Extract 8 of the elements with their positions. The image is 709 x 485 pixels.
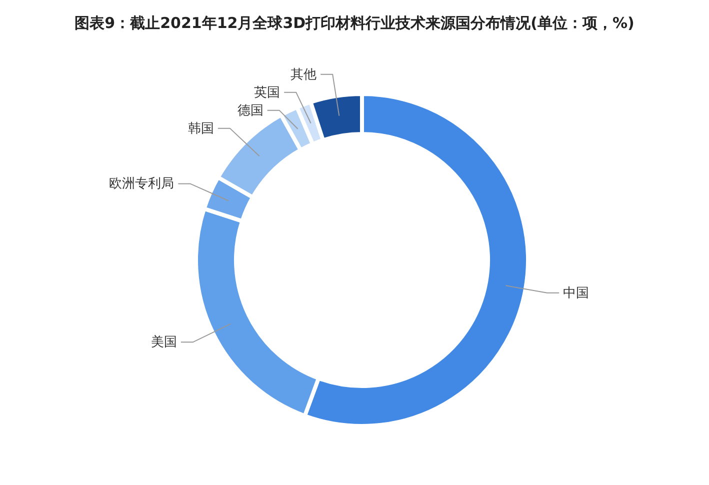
slice-label: 欧洲专利局 [109, 176, 174, 192]
slice-label: 英国 [254, 85, 280, 100]
slice-label: 其他 [290, 67, 317, 82]
slice-label: 德国 [237, 103, 264, 118]
slice-label: 中国 [563, 286, 590, 301]
slice-label: 美国 [150, 334, 177, 350]
slice-label: 韩国 [188, 121, 214, 136]
chart-title: 图表9：截止2021年12月全球3D打印材料行业技术来源国分布情况(单位：项，%) [74, 13, 636, 33]
